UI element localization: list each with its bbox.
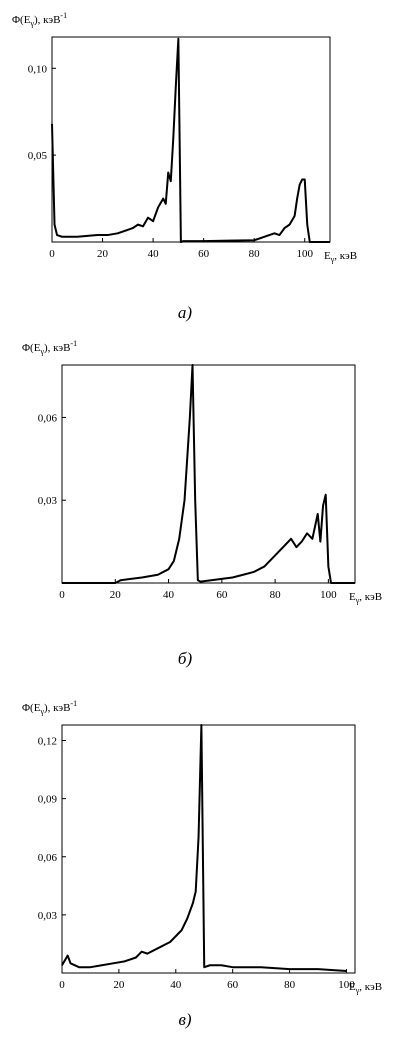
data-line (62, 364, 355, 584)
x-tick-label: 80 (270, 589, 282, 601)
label-part: γ (29, 19, 34, 28)
label-part: -1 (60, 11, 67, 20)
caption: а) (178, 303, 193, 322)
data-line (61, 724, 347, 973)
axis-label: Φ(Eγ), кэВ-1 (12, 11, 67, 28)
x-tick-label: 100 (296, 248, 313, 260)
label-part: ), кэВ (44, 342, 70, 354)
x-tick-label: 40 (148, 248, 160, 260)
label-part: , кэВ (334, 250, 357, 262)
x-tick-label: 80 (249, 248, 261, 260)
label-part: Φ(E (22, 702, 41, 714)
axis-label: Φ(Eγ), кэВ-1 (22, 699, 77, 716)
x-tick-label: 20 (97, 248, 109, 260)
caption: в) (178, 1010, 191, 1029)
x-tick-label: 100 (338, 979, 355, 991)
label-part: -1 (70, 699, 77, 708)
axis-label: Eγ, кэВ (324, 250, 357, 264)
caption: б) (178, 649, 193, 668)
label-part: , кэВ (359, 591, 382, 603)
label-part: γ (330, 255, 335, 264)
label-part: γ (39, 707, 44, 716)
x-tick-label: 20 (113, 979, 125, 991)
x-tick-label: 40 (170, 979, 182, 991)
axis-label: Φ(Eγ), кэВ-1 (22, 339, 77, 356)
label-part: E (349, 591, 356, 603)
x-tick-label: 80 (284, 979, 296, 991)
label-part: , кэВ (359, 981, 382, 993)
x-tick-label: 20 (110, 589, 122, 601)
data-line (51, 37, 330, 243)
axis-label: Eγ, кэВ (349, 981, 382, 995)
y-tick-label: 0,12 (38, 736, 57, 748)
x-tick-label: 0 (59, 589, 65, 601)
x-tick-label: 60 (198, 248, 210, 260)
label-part: ), кэВ (34, 14, 60, 26)
label-part: γ (355, 986, 360, 995)
plot-frame (51, 36, 331, 243)
y-tick-label: 0,10 (28, 63, 48, 75)
y-tick-label: 0,06 (38, 852, 58, 864)
label-part: E (349, 981, 356, 993)
label-part: Φ(E (22, 342, 41, 354)
x-tick-label: 0 (49, 248, 55, 260)
label-part: Φ(E (12, 14, 31, 26)
label-part: γ (39, 347, 44, 356)
x-tick-label: 60 (216, 589, 228, 601)
y-tick-label: 0,03 (38, 495, 58, 507)
x-tick-label: 100 (320, 589, 337, 601)
axis-label: Eγ, кэВ (349, 591, 382, 605)
y-tick-label: 0,05 (28, 150, 48, 162)
plot-frame (61, 724, 356, 974)
y-tick-label: 0,09 (38, 794, 58, 806)
label-part: E (324, 250, 331, 262)
plot-frame (61, 364, 356, 584)
label-part: -1 (70, 339, 77, 348)
x-tick-label: 0 (59, 979, 65, 991)
x-tick-label: 40 (163, 589, 175, 601)
label-part: ), кэВ (44, 702, 70, 714)
x-tick-label: 60 (227, 979, 239, 991)
y-tick-label: 0,03 (38, 910, 58, 922)
y-tick-label: 0,06 (38, 412, 58, 424)
label-part: γ (355, 596, 360, 605)
